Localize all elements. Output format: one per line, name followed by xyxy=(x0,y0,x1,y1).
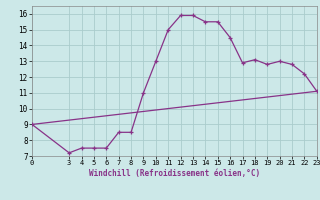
X-axis label: Windchill (Refroidissement éolien,°C): Windchill (Refroidissement éolien,°C) xyxy=(89,169,260,178)
